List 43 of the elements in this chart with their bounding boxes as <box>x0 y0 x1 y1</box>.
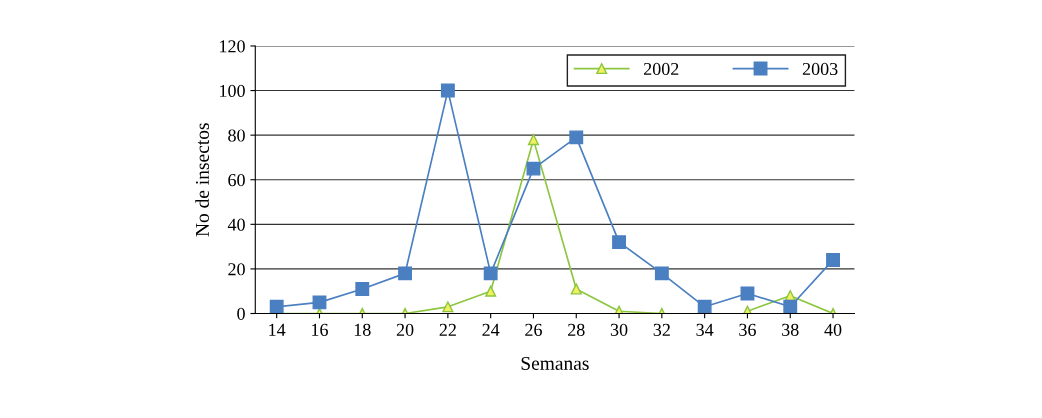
point <box>570 283 582 295</box>
y-tick-label: 100 <box>220 84 245 98</box>
x-tick-label: 16 <box>312 323 328 336</box>
y-tick-label: 40 <box>227 218 245 231</box>
y-tick-label: 120 <box>220 40 245 53</box>
x-tick-label: 20 <box>396 323 414 336</box>
point <box>826 253 840 267</box>
x-tick-label: 40 <box>824 323 842 336</box>
point <box>569 130 584 145</box>
y-tick-label: 20 <box>228 263 245 276</box>
y-tick-label: 80 <box>228 129 245 142</box>
x-tick-label: 18 <box>354 323 371 336</box>
point <box>483 266 498 281</box>
point <box>312 295 327 310</box>
y-tick-label: 60 <box>228 174 245 187</box>
point <box>398 266 413 281</box>
point <box>355 282 370 296</box>
point <box>527 134 540 146</box>
x-tick-label: 38 <box>782 323 799 336</box>
x-tick-label: 36 <box>739 323 756 336</box>
y-tick-label: 0 <box>237 307 245 320</box>
point <box>740 286 755 301</box>
point <box>526 161 541 176</box>
point <box>783 299 798 314</box>
legend-label: 2003 <box>802 62 838 76</box>
x-tick-label: 22 <box>439 323 456 336</box>
point <box>269 299 284 314</box>
point <box>612 235 627 250</box>
point <box>654 266 669 281</box>
x-tick-label: 30 <box>610 323 628 336</box>
x-axis-title: Semanas <box>521 356 589 370</box>
x-tick-label: 28 <box>568 323 585 336</box>
legend-label: 2002 <box>643 62 679 76</box>
x-tick-label: 24 <box>482 323 500 336</box>
point <box>440 83 455 98</box>
y-axis-title: No de insectos <box>195 123 209 237</box>
x-tick-label: 34 <box>696 323 714 336</box>
x-tick-label: 32 <box>653 323 670 336</box>
point <box>697 299 712 314</box>
point <box>442 301 454 313</box>
point <box>485 285 497 297</box>
x-tick-label: 26 <box>525 323 542 336</box>
x-tick-label: 14 <box>269 323 286 336</box>
